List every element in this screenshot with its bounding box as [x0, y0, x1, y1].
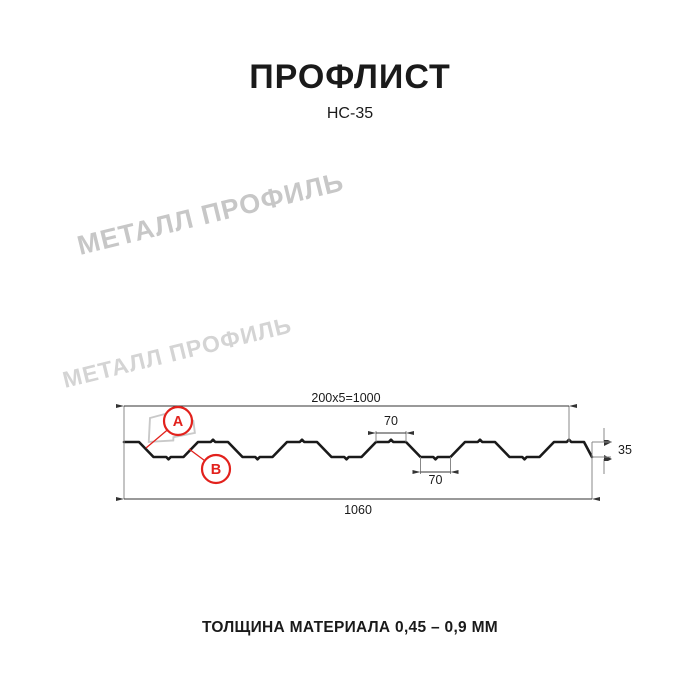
svg-text:70: 70	[384, 414, 398, 428]
svg-text:МЕТАЛЛ ПРОФИЛЬ: МЕТАЛЛ ПРОФИЛЬ	[60, 312, 294, 393]
svg-text:1060: 1060	[344, 503, 372, 517]
svg-text:НС-35: НС-35	[327, 105, 373, 122]
svg-text:70: 70	[429, 473, 443, 487]
svg-text:200x5=1000: 200x5=1000	[311, 391, 380, 405]
svg-text:ТОЛЩИНА МАТЕРИАЛА 0,45 – 0,9 М: ТОЛЩИНА МАТЕРИАЛА 0,45 – 0,9 ММ	[202, 619, 498, 636]
svg-text:35: 35	[618, 443, 632, 457]
svg-text:ПРОФЛИСТ: ПРОФЛИСТ	[249, 58, 451, 96]
svg-text:B: B	[211, 462, 221, 478]
svg-text:A: A	[173, 414, 184, 430]
svg-text:МЕТАЛЛ ПРОФИЛЬ: МЕТАЛЛ ПРОФИЛЬ	[74, 166, 347, 260]
